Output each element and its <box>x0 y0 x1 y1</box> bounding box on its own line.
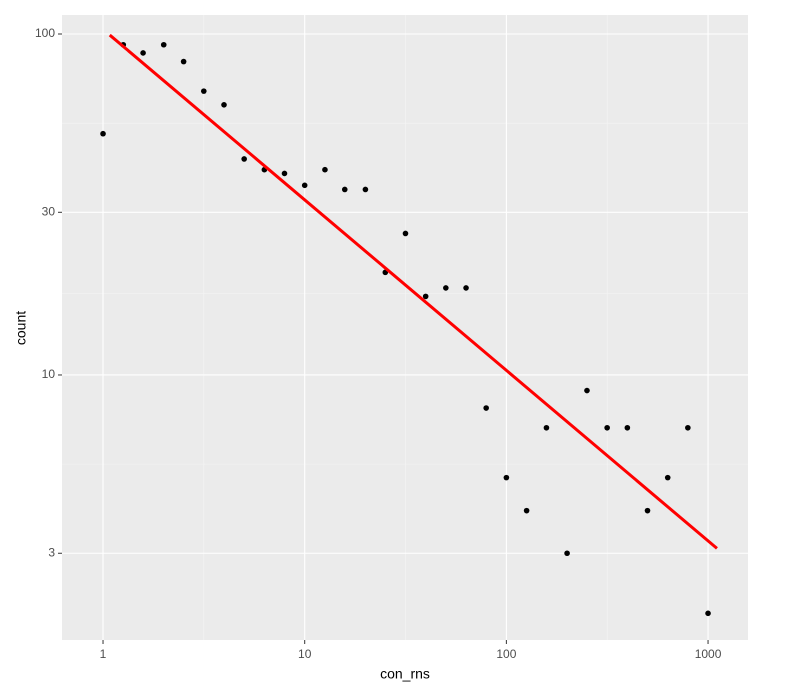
point <box>705 610 711 617</box>
y-tick-label: 3 <box>48 545 55 559</box>
fit-line <box>108 33 718 550</box>
point <box>543 424 550 431</box>
point <box>100 130 106 137</box>
x-axis-title: con_rns <box>380 666 430 682</box>
point <box>564 550 570 557</box>
point <box>483 405 489 411</box>
point <box>664 474 671 481</box>
point <box>402 230 409 237</box>
y-tick-label: 30 <box>42 204 56 218</box>
point <box>644 507 651 514</box>
point <box>584 387 590 394</box>
y-tick-label: 100 <box>35 26 55 40</box>
point <box>341 186 348 193</box>
x-tick-label: 1 <box>100 647 107 661</box>
point <box>180 58 187 65</box>
point <box>443 285 449 291</box>
point <box>301 182 308 189</box>
y-axis-title: count <box>13 311 29 345</box>
point <box>322 166 328 173</box>
point <box>362 186 369 193</box>
x-tick-label: 1000 <box>695 647 722 661</box>
y-tick-label: 10 <box>42 367 56 381</box>
point <box>624 424 631 431</box>
point <box>160 41 167 48</box>
panel <box>62 15 748 640</box>
x-tick-label: 10 <box>298 647 312 661</box>
x-tick-label: 100 <box>496 647 516 661</box>
point <box>604 424 610 431</box>
point <box>221 101 227 108</box>
point <box>685 424 691 431</box>
point <box>422 293 429 300</box>
point <box>523 507 530 514</box>
point <box>200 88 207 94</box>
point <box>140 50 146 56</box>
point <box>503 474 510 481</box>
point <box>463 285 469 291</box>
point <box>241 156 247 162</box>
point <box>281 170 288 177</box>
